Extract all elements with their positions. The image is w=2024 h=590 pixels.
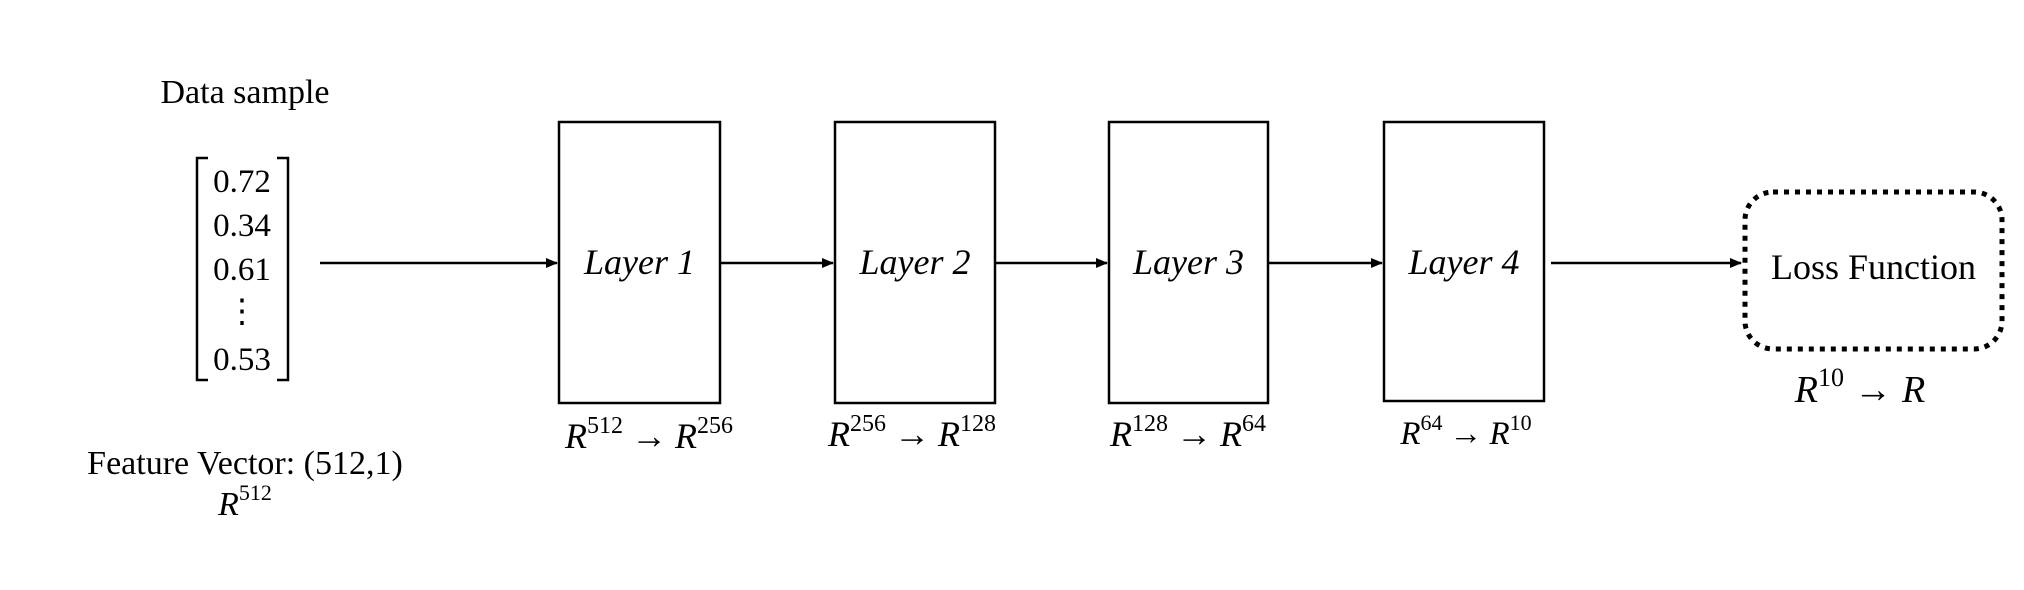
mapping-to-base: R bbox=[937, 414, 960, 454]
mapping-to-exponent: 256 bbox=[697, 413, 733, 439]
layer-block-4: Layer 4 R64 → R10 bbox=[1384, 122, 1544, 452]
mapping-to-base: R bbox=[1901, 369, 1925, 411]
layer-block-3: Layer 3 R128 → R64 bbox=[1109, 122, 1268, 454]
layer-label: Layer 4 bbox=[1408, 242, 1520, 282]
mapping-from-base: R bbox=[1109, 414, 1132, 454]
vector-value: 0.53 bbox=[213, 342, 271, 378]
feature-vector-label: Feature Vector: (512,1) bbox=[87, 445, 403, 482]
mapping-arrow: → bbox=[1854, 369, 1892, 411]
layer-mapping: R256 → R128 bbox=[827, 411, 996, 454]
data-sample-title: Data sample bbox=[161, 74, 330, 111]
layer-block-2: Layer 2 R256 → R128 bbox=[827, 122, 996, 454]
mapping-arrow: → bbox=[1176, 414, 1212, 454]
mapping-from-exponent: 128 bbox=[1132, 411, 1168, 437]
mapping-from-base: R bbox=[564, 416, 587, 456]
vector-value: 0.34 bbox=[213, 208, 271, 244]
mapping-from-exponent: 512 bbox=[587, 413, 623, 439]
mapping-arrow: → bbox=[1450, 416, 1483, 452]
layer-block-1: Layer 1 R512 → R256 bbox=[559, 122, 733, 456]
layer-label: Layer 1 bbox=[583, 242, 695, 282]
vector-ellipsis: ⋮ bbox=[226, 294, 259, 330]
mapping-from-base: R bbox=[1399, 416, 1420, 452]
mapping-to-exponent: 10 bbox=[1510, 410, 1532, 435]
mapping-from-base: R bbox=[827, 414, 850, 454]
layer-mapping: R64 → R10 bbox=[1399, 410, 1531, 452]
layer-mapping: R128 → R64 bbox=[1109, 411, 1266, 454]
vector-left-bracket bbox=[197, 158, 208, 380]
mapping-to-exponent: 128 bbox=[960, 411, 996, 437]
mapping-to-base: R bbox=[674, 416, 697, 456]
mapping-from-exponent: 10 bbox=[1818, 363, 1844, 392]
mapping-arrow: → bbox=[894, 414, 930, 454]
mapping-from-exponent: 256 bbox=[850, 411, 886, 437]
vector-value: 0.61 bbox=[213, 252, 271, 288]
mapping-from-exponent: 64 bbox=[1421, 410, 1443, 435]
layer-label: Layer 3 bbox=[1132, 242, 1244, 282]
loss-mapping: R10 → R bbox=[1794, 363, 1925, 411]
feature-vector-matrix: 0.72 0.34 0.61 ⋮ 0.53 bbox=[197, 158, 288, 380]
input-space-label: R512 bbox=[217, 480, 272, 523]
space-base: R bbox=[217, 486, 239, 523]
layer-label: Layer 2 bbox=[859, 242, 971, 282]
loss-function-block: Loss Function R10 → R bbox=[1745, 192, 2002, 411]
mapping-to-base: R bbox=[1219, 414, 1242, 454]
vector-right-bracket bbox=[277, 158, 288, 380]
mapping-arrow: → bbox=[631, 416, 667, 456]
mapping-from-base: R bbox=[1794, 369, 1818, 411]
space-exponent: 512 bbox=[239, 480, 272, 505]
mapping-to-exponent: 64 bbox=[1242, 411, 1266, 437]
layer-mapping: R512 → R256 bbox=[564, 413, 733, 456]
vector-value: 0.72 bbox=[213, 164, 271, 200]
mapping-to-base: R bbox=[1489, 416, 1510, 452]
loss-function-label: Loss Function bbox=[1771, 247, 1976, 287]
